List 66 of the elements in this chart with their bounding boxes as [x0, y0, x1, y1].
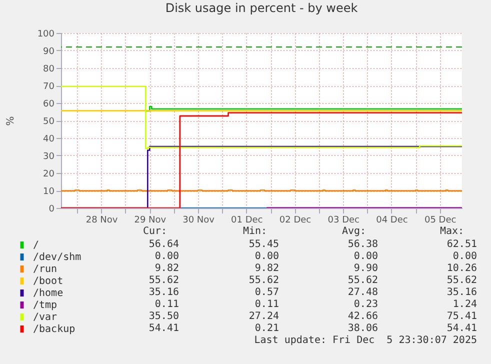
y-tick-label: 50 [43, 117, 55, 127]
text: Avg: [342, 226, 366, 238]
text: 62.51 [446, 239, 477, 251]
legend-label: /home [33, 288, 64, 299]
x-tick-label: 03 Dec [328, 216, 360, 226]
legend-label: / [33, 240, 40, 251]
y-tick-label: 20 [43, 170, 55, 180]
legend-label: /dev/shm [33, 252, 82, 263]
text: 54.41 [446, 323, 477, 335]
text: 1.24 [452, 299, 477, 311]
x-tick-label: 01 Dec [231, 216, 263, 226]
y-tick-label: 90 [43, 47, 55, 57]
y-tick-label: 100 [37, 30, 55, 40]
legend-label: /run [33, 264, 58, 275]
text: 9.82 [254, 263, 279, 275]
text: 0.00 [154, 251, 179, 263]
y-tick-label: 10 [43, 187, 55, 197]
text: 55.62 [348, 275, 378, 287]
chart-title: Disk usage in percent - by week [165, 1, 358, 15]
legend-label: /backup [33, 324, 76, 335]
x-tick-label: 30 Nov [182, 216, 216, 226]
text: 56.38 [348, 239, 378, 251]
text: 27.48 [348, 287, 378, 299]
text: 0.00 [354, 251, 378, 263]
text: 38.06 [348, 323, 378, 335]
x-tick-label: 02 Dec [279, 216, 312, 226]
text: Last update: Fri Dec 5 23:30:07 2025 [254, 335, 477, 347]
text: 0.21 [254, 323, 279, 335]
text: 55.62 [446, 275, 477, 287]
text: 42.66 [348, 311, 378, 323]
y-tick-label: 0 [48, 204, 55, 214]
y-tick-label: 80 [43, 64, 55, 74]
y-tick-label: 30 [43, 152, 55, 162]
legend-label: /var [33, 312, 58, 323]
text: Min: [243, 226, 268, 238]
text: 54.41 [148, 323, 179, 335]
text: Max: [440, 226, 464, 238]
x-tick-label: 04 Dec [376, 216, 408, 226]
text: 55.62 [148, 275, 179, 287]
x-tick-label: 05 Dec [424, 216, 456, 226]
y-tick-label: 70 [43, 82, 55, 92]
text: 9.82 [154, 263, 179, 275]
text: 35.50 [148, 311, 179, 323]
text: 10.26 [446, 263, 477, 275]
text: 55.45 [248, 239, 279, 251]
y-axis-title: % [5, 116, 16, 126]
text: 0.11 [254, 299, 279, 311]
legend-label: /tmp [33, 300, 58, 311]
text: 27.24 [248, 311, 279, 323]
text: Cur: [143, 226, 168, 238]
text: 55.62 [248, 275, 279, 287]
text: 0.57 [254, 287, 279, 299]
text: 75.41 [446, 311, 477, 323]
text: 0.11 [154, 299, 179, 311]
legend-label: /boot [33, 276, 64, 287]
text: 0.23 [354, 299, 378, 311]
x-tick-label: 29 Nov [134, 216, 167, 226]
text: 56.64 [148, 239, 179, 251]
x-tick-label: 28 Nov [86, 216, 118, 226]
text: 35.16 [148, 287, 179, 299]
text: 0.00 [254, 251, 279, 263]
y-tick-label: 60 [43, 100, 55, 110]
text: 9.90 [354, 263, 378, 275]
y-tick-label: 40 [43, 134, 55, 144]
text: 0.00 [452, 251, 477, 263]
text: 35.16 [446, 287, 477, 299]
